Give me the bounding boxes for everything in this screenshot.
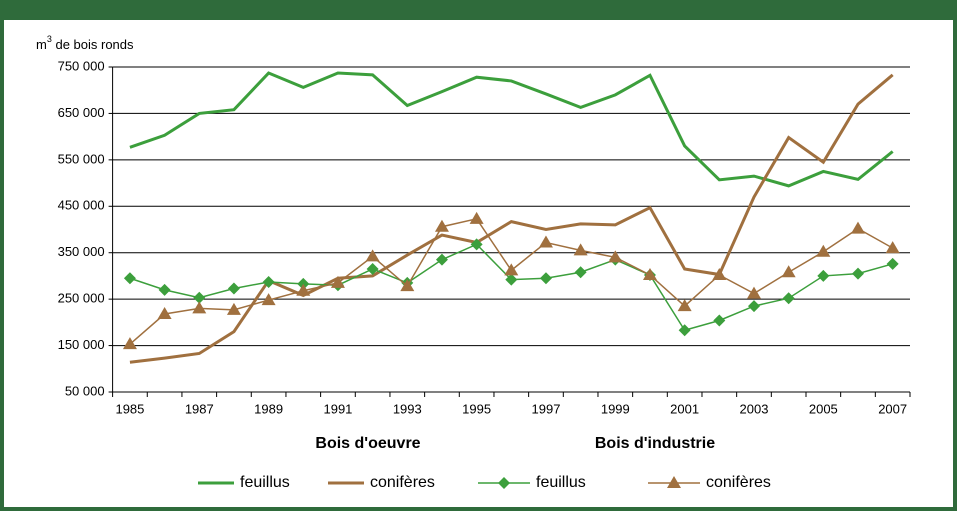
- marker: [434, 219, 449, 232]
- x-tick-label: 2007: [878, 401, 907, 416]
- legend-marker: [667, 476, 681, 488]
- marker: [539, 272, 552, 285]
- marker: [262, 275, 275, 288]
- marker: [573, 243, 588, 256]
- marker: [678, 324, 691, 337]
- x-tick-label: 1985: [115, 401, 144, 416]
- legend-label: conifères: [370, 474, 435, 491]
- marker: [713, 314, 726, 327]
- x-tick-label: 2005: [809, 401, 838, 416]
- marker: [782, 292, 795, 305]
- y-axis-label: m3 de bois ronds: [36, 34, 134, 52]
- marker: [747, 300, 760, 313]
- x-tick-label: 2003: [740, 401, 769, 416]
- x-tick-label: 2001: [670, 401, 699, 416]
- marker: [608, 250, 623, 263]
- y-label-rest: de bois ronds: [52, 37, 134, 52]
- marker: [123, 272, 136, 285]
- group-label: Bois d'oeuvre: [315, 435, 420, 452]
- marker: [122, 337, 137, 350]
- marker: [296, 283, 311, 296]
- marker: [193, 291, 206, 304]
- y-tick-label: 50 000: [65, 383, 105, 398]
- x-tick-label: 1997: [532, 401, 561, 416]
- marker: [330, 275, 345, 288]
- marker: [227, 282, 240, 295]
- y-tick-label: 650 000: [58, 105, 105, 120]
- group-label: Bois d'industrie: [595, 435, 715, 452]
- marker: [470, 238, 483, 251]
- marker: [192, 301, 207, 314]
- legend-marker: [498, 477, 510, 489]
- marker: [677, 299, 692, 312]
- x-tick-label: 1991: [323, 401, 352, 416]
- x-tick-label: 1987: [185, 401, 214, 416]
- marker: [850, 221, 865, 234]
- marker: [158, 283, 171, 296]
- marker: [885, 241, 900, 254]
- marker: [816, 244, 831, 257]
- x-tick-label: 1995: [462, 401, 491, 416]
- marker: [469, 211, 484, 224]
- marker: [226, 302, 241, 315]
- marker: [538, 235, 553, 248]
- marker: [504, 263, 519, 276]
- marker: [505, 273, 518, 286]
- marker: [851, 267, 864, 280]
- y-label-base: m: [36, 37, 47, 52]
- title-band: [0, 0, 957, 20]
- x-tick-label: 1989: [254, 401, 283, 416]
- legend-label: feuillus: [536, 474, 586, 491]
- y-tick-label: 550 000: [58, 151, 105, 166]
- marker: [157, 307, 172, 319]
- marker: [817, 269, 830, 282]
- marker: [365, 249, 380, 262]
- marker: [574, 266, 587, 279]
- marker: [435, 253, 448, 266]
- y-label-sup: 3: [47, 34, 52, 44]
- legend-label: conifères: [706, 474, 771, 491]
- legend-label: feuillus: [240, 474, 290, 491]
- marker: [261, 293, 276, 306]
- marker: [712, 268, 727, 280]
- y-tick-label: 350 000: [58, 244, 105, 259]
- marker: [886, 257, 899, 270]
- marker: [746, 286, 761, 299]
- x-tick-label: 1993: [393, 401, 422, 416]
- y-tick-label: 450 000: [58, 198, 105, 213]
- marker: [642, 268, 657, 280]
- marker: [366, 262, 379, 275]
- x-tick-label: 1999: [601, 401, 630, 416]
- marker: [400, 279, 415, 292]
- y-tick-label: 250 000: [58, 291, 105, 306]
- marker: [781, 265, 796, 278]
- y-tick-label: 750 000: [58, 58, 105, 73]
- y-tick-label: 150 000: [58, 337, 105, 352]
- series-line: [129, 73, 894, 364]
